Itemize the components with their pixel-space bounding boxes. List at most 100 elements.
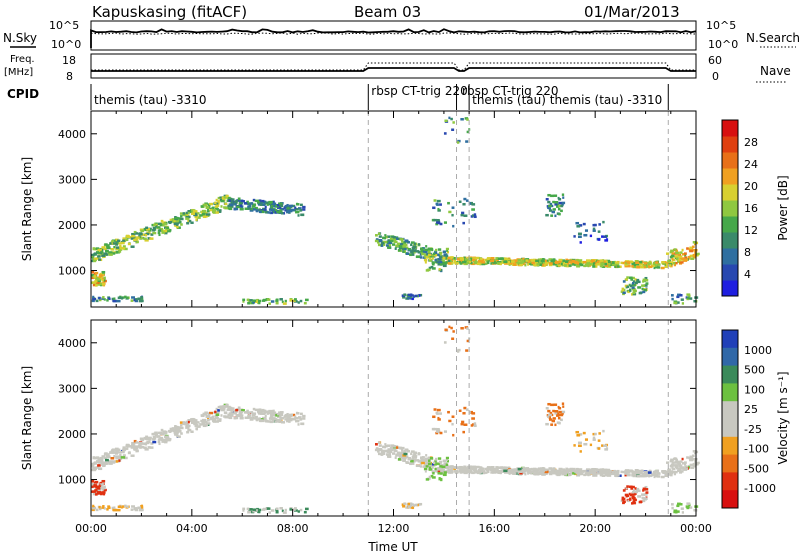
velocity-cell xyxy=(217,409,220,412)
power-cell xyxy=(229,203,234,207)
velocity-cell xyxy=(547,415,550,419)
velocity-cell xyxy=(471,467,476,471)
power-cell xyxy=(159,227,164,231)
velocity-cell xyxy=(402,454,407,457)
power-cell xyxy=(634,281,638,285)
power-cell xyxy=(233,201,238,204)
velocity-cell xyxy=(473,422,477,425)
velocity-cell xyxy=(666,461,670,464)
power-cell xyxy=(395,244,400,247)
velocity-cell xyxy=(463,465,466,468)
x-tick-label: 04:00 xyxy=(176,522,208,535)
velocity-cell xyxy=(230,406,233,410)
power-cell xyxy=(473,213,477,216)
velocity-cell xyxy=(415,459,420,462)
velocity-cell xyxy=(577,441,582,445)
power-cell xyxy=(463,256,466,259)
power-cell xyxy=(466,261,470,264)
power-cell xyxy=(596,260,601,263)
velocity-cell xyxy=(509,470,513,474)
velocity-cell xyxy=(389,450,393,454)
velocity-cell xyxy=(545,406,549,410)
power-cell xyxy=(218,209,222,212)
date-title: 01/Mar/2013 xyxy=(584,3,680,21)
power-cell xyxy=(384,235,388,239)
power-cell xyxy=(577,235,582,239)
velocity-cell xyxy=(677,462,682,466)
colorbar-swatch xyxy=(722,472,738,491)
velocity-cell xyxy=(138,508,143,512)
power-cell xyxy=(445,254,449,258)
power-cell xyxy=(620,261,623,265)
power-cell xyxy=(542,260,545,264)
power-cell xyxy=(471,214,476,217)
power-cell xyxy=(446,250,450,254)
velocity-cell xyxy=(271,411,277,414)
velocity-cell xyxy=(270,413,273,417)
power-cell xyxy=(670,249,674,253)
velocity-cell xyxy=(382,445,385,449)
velocity-cell xyxy=(525,468,529,471)
power-cell xyxy=(420,249,424,253)
power-cell xyxy=(97,255,101,258)
velocity-cell xyxy=(193,419,198,422)
velocity-cell xyxy=(550,403,554,407)
power-cell xyxy=(622,291,626,295)
velocity-cell xyxy=(504,471,508,474)
velocity-cell xyxy=(628,492,631,496)
velocity-cell xyxy=(98,484,101,487)
power-cell xyxy=(382,240,387,244)
velocity-cell xyxy=(466,327,469,330)
velocity-cell xyxy=(632,500,636,504)
velocity-cell xyxy=(174,431,179,434)
velocity-cell xyxy=(464,468,467,472)
velocity-cell xyxy=(561,410,566,414)
velocity-cell xyxy=(239,416,244,420)
velocity-cell xyxy=(514,468,518,471)
velocity-cell xyxy=(295,411,299,415)
velocity-cell xyxy=(522,466,525,470)
velocity-cell xyxy=(237,406,241,409)
velocity-cell xyxy=(632,492,636,496)
power-cell xyxy=(430,255,434,258)
velocity-cell xyxy=(397,458,401,461)
velocity-cell xyxy=(519,471,523,475)
velocity-cell xyxy=(471,471,475,475)
power-cell xyxy=(220,199,225,203)
power-cell xyxy=(466,118,469,121)
power-cell xyxy=(549,202,552,206)
velocity-cell xyxy=(173,431,177,435)
power-cell xyxy=(112,242,117,245)
nsky-tick-top: 10^5 xyxy=(49,19,79,32)
power-cell xyxy=(580,263,584,267)
velocity-cell xyxy=(600,471,605,475)
velocity-cell xyxy=(602,429,605,433)
velocity-cell xyxy=(528,471,533,474)
velocity-cell xyxy=(470,410,473,414)
velocity-cell xyxy=(286,417,291,420)
power-cell xyxy=(212,209,217,212)
velocity-cell xyxy=(284,413,288,417)
power-cell xyxy=(436,199,441,203)
velocity-cell xyxy=(611,472,616,475)
velocity-cell xyxy=(374,448,379,452)
colorbar-swatch xyxy=(722,436,738,456)
velocity-cell xyxy=(399,447,404,450)
velocity-cell xyxy=(673,457,677,460)
power-cell xyxy=(413,242,416,245)
velocity-cell xyxy=(459,466,465,470)
power-cell xyxy=(110,248,115,251)
power-cell xyxy=(435,202,439,206)
velocity-cell xyxy=(503,466,507,469)
velocity-cell xyxy=(143,446,147,450)
velocity-cell xyxy=(378,448,383,452)
velocity-cell xyxy=(425,478,430,481)
velocity-cell xyxy=(669,459,674,463)
power-cell xyxy=(429,247,434,251)
velocity-cell xyxy=(113,454,116,458)
velocity-cell xyxy=(182,421,185,424)
power-cell xyxy=(668,261,674,264)
power-cell xyxy=(450,117,453,121)
velocity-cell xyxy=(677,469,681,473)
power-cell xyxy=(421,252,425,256)
